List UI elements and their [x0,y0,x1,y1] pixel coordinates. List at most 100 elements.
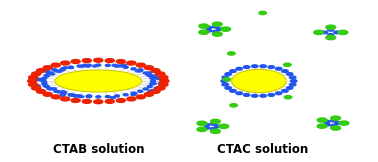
Circle shape [284,96,292,99]
Circle shape [160,79,169,83]
Circle shape [268,66,274,68]
Circle shape [57,91,62,93]
Circle shape [155,87,160,89]
Circle shape [232,69,286,93]
Circle shape [68,94,73,96]
Circle shape [34,85,39,87]
Circle shape [132,93,137,95]
Circle shape [144,66,153,70]
Circle shape [115,95,119,97]
Circle shape [51,95,60,99]
Circle shape [150,77,155,79]
Circle shape [36,79,41,81]
Circle shape [147,72,152,74]
Circle shape [212,25,218,28]
Circle shape [230,90,236,92]
Circle shape [199,30,209,34]
Circle shape [94,58,103,62]
Circle shape [94,100,103,104]
Circle shape [36,85,40,87]
Circle shape [96,64,101,66]
Circle shape [42,77,47,79]
Circle shape [159,83,168,87]
Circle shape [156,72,165,76]
Circle shape [61,91,66,93]
Circle shape [331,124,337,127]
Circle shape [211,129,220,133]
Circle shape [324,120,330,123]
Circle shape [136,95,145,99]
Circle shape [260,94,266,97]
Circle shape [147,85,152,87]
Circle shape [150,80,156,82]
Circle shape [335,122,341,124]
Circle shape [127,61,136,65]
Circle shape [215,125,221,128]
Circle shape [230,70,236,72]
Circle shape [211,123,217,125]
Circle shape [42,81,47,83]
Circle shape [87,95,92,97]
Circle shape [46,71,51,74]
Circle shape [131,68,136,70]
Circle shape [73,95,78,97]
Circle shape [71,98,80,102]
Circle shape [143,88,148,90]
Circle shape [328,29,334,31]
Circle shape [287,87,293,89]
Circle shape [197,127,207,132]
Circle shape [221,27,231,31]
Circle shape [290,80,297,82]
Circle shape [105,59,114,63]
Circle shape [48,88,53,90]
Circle shape [199,24,209,28]
Circle shape [251,94,258,97]
Circle shape [212,30,218,33]
Circle shape [32,86,41,90]
Circle shape [146,74,151,76]
Circle shape [68,67,73,69]
Circle shape [92,65,97,67]
Circle shape [52,69,57,71]
Circle shape [282,90,288,92]
Circle shape [44,75,49,77]
Circle shape [276,67,282,70]
Circle shape [44,85,49,87]
Circle shape [29,83,38,87]
Circle shape [314,30,324,35]
Circle shape [276,92,282,95]
Circle shape [61,61,70,65]
Circle shape [211,127,217,130]
Circle shape [222,83,228,86]
Circle shape [151,69,160,73]
Circle shape [230,104,237,107]
Circle shape [158,82,163,84]
Circle shape [284,63,291,66]
Circle shape [219,124,229,128]
Circle shape [324,123,330,126]
Circle shape [38,78,43,81]
Circle shape [334,31,340,34]
Circle shape [43,66,52,70]
Circle shape [116,98,125,102]
Circle shape [96,96,101,98]
Ellipse shape [55,70,142,92]
Circle shape [197,121,207,125]
Circle shape [119,65,124,67]
Circle shape [77,95,82,97]
Circle shape [73,95,78,97]
Circle shape [259,11,266,15]
Circle shape [148,75,153,77]
Circle shape [221,80,228,82]
Circle shape [61,93,66,95]
Circle shape [251,65,258,68]
Circle shape [136,63,145,67]
Circle shape [236,67,242,70]
Circle shape [154,87,159,89]
Circle shape [206,26,212,29]
Circle shape [317,118,327,122]
Circle shape [127,97,136,101]
Circle shape [70,94,75,96]
Circle shape [82,64,87,66]
Circle shape [212,32,222,36]
